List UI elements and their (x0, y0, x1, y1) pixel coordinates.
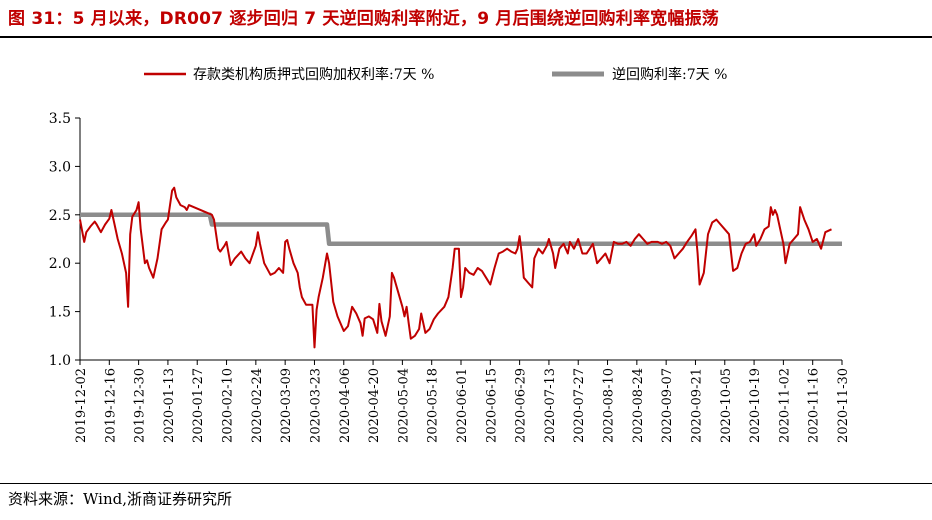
x-tick-label: 2020-06-15 (484, 368, 499, 443)
legend-label-reverse-repo: 逆回购利率:7天 % (612, 66, 727, 83)
x-tick-label: 2019-12-02 (74, 368, 89, 443)
x-tick-label: 2020-09-21 (689, 368, 704, 443)
x-tick-label: 2020-08-24 (631, 368, 646, 443)
line-chart: 存款类机构质押式回购加权利率:7天 % 逆回购利率:7天 % 1.0 1.5 2.0… (49, 66, 851, 443)
x-tick-label: 2020-03-09 (279, 368, 294, 443)
x-tick-label: 2020-08-10 (602, 368, 617, 443)
x-tick-label: 2019-12-30 (133, 368, 148, 443)
title-rule (0, 36, 932, 38)
x-tick-label: 2020-10-05 (719, 368, 734, 443)
x-tick-label: 2020-10-19 (748, 368, 763, 443)
series-line-reverse-repo (80, 212, 842, 247)
x-axis: 2019-12-02 2019-12-16 2019-12-30 2020-01-13… (74, 359, 851, 443)
x-tick-label: 2020-04-20 (367, 368, 382, 443)
y-tick-label: 2.0 (49, 256, 71, 272)
y-axis: 1.0 1.5 2.0 2.5 3.0 3.5 (49, 111, 81, 369)
x-tick-label: 2020-05-04 (396, 368, 411, 443)
x-tick-label: 2019-12-16 (103, 368, 118, 443)
y-tick-label: 3.5 (49, 111, 71, 127)
x-tick-label: 2020-11-30 (836, 368, 851, 443)
series-lines (79, 186, 842, 349)
chart-title: 图 31：5 月以来，DR007 逐步回归 7 天逆回购利率附近，9 月后围绕逆… (8, 9, 719, 29)
x-tick-label: 2020-03-23 (308, 368, 323, 443)
y-tick-label: 3.0 (49, 159, 71, 175)
x-tick-label: 2020-01-27 (191, 368, 206, 443)
x-tick-label: 2020-11-16 (807, 368, 822, 443)
y-tick-label: 2.5 (49, 208, 71, 224)
x-tick-label: 2020-06-01 (455, 368, 470, 443)
source-note: 资料来源：Wind,浙商证券研究所 (8, 490, 232, 508)
y-tick-label: 1.0 (49, 353, 71, 369)
source-rule (0, 483, 932, 484)
x-tick-label: 2020-07-27 (572, 368, 587, 443)
legend: 存款类机构质押式回购加权利率:7天 % 逆回购利率:7天 % (144, 66, 727, 83)
x-tick-label: 2020-11-02 (777, 368, 792, 443)
x-tick-label: 2020-04-06 (338, 368, 353, 443)
x-tick-label: 2020-09-07 (660, 368, 675, 443)
x-tick-label: 2020-02-10 (221, 368, 236, 443)
y-tick-label: 1.5 (49, 305, 71, 321)
x-tick-label: 2020-01-13 (162, 368, 177, 443)
x-tick-label: 2020-05-18 (426, 368, 441, 443)
series-line-dr007 (79, 186, 832, 349)
x-tick-label: 2020-07-13 (543, 368, 558, 443)
legend-label-dr007: 存款类机构质押式回购加权利率:7天 % (193, 66, 434, 83)
x-tick-label: 2020-06-29 (514, 368, 529, 443)
x-tick-label: 2020-02-24 (250, 368, 265, 443)
